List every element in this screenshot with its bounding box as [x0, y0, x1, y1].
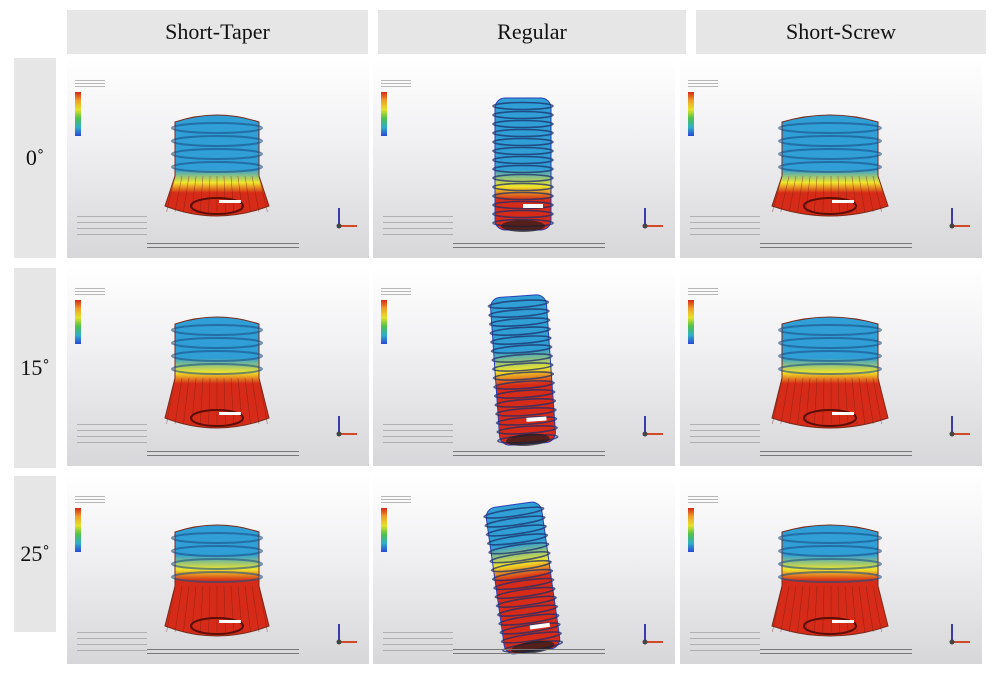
result-info-block: [77, 216, 147, 238]
legend-caption: [381, 80, 411, 88]
row-header-15deg: 15˚: [14, 268, 56, 468]
color-legend-icon: [688, 300, 694, 344]
axis-triad-icon: [949, 208, 970, 229]
scale-bar: [760, 451, 912, 456]
axis-triad-icon: [642, 208, 663, 229]
render-cell: [373, 474, 675, 664]
implant-render: [164, 114, 270, 217]
render-cell: [680, 266, 982, 466]
scale-bar: [453, 649, 605, 654]
axis-triad-icon: [336, 416, 357, 437]
color-legend-icon: [381, 508, 387, 552]
axis-triad-icon: [642, 416, 663, 437]
axis-triad-icon: [642, 624, 663, 645]
result-info-block: [383, 216, 453, 238]
column-header-regular: Regular: [378, 10, 686, 54]
scale-bar: [147, 451, 299, 456]
row-header-0deg: 0˚: [14, 58, 56, 258]
scale-bar: [760, 243, 912, 248]
scale-bar: [453, 451, 605, 456]
legend-caption: [688, 288, 718, 296]
result-info-block: [77, 424, 147, 446]
legend-caption: [688, 496, 718, 504]
legend-caption: [381, 496, 411, 504]
result-info-block: [383, 632, 453, 654]
legend-caption: [75, 80, 105, 88]
render-cell: [373, 266, 675, 466]
implant-render: [164, 316, 270, 429]
legend-caption: [381, 288, 411, 296]
axis-triad-icon: [336, 624, 357, 645]
color-legend-icon: [688, 92, 694, 136]
color-legend-icon: [381, 92, 387, 136]
implant-render: [492, 97, 554, 232]
scale-bar: [453, 243, 605, 248]
color-legend-icon: [75, 508, 81, 552]
render-cell: [680, 58, 982, 258]
implant-render: [771, 524, 889, 637]
scale-bar: [760, 649, 912, 654]
color-legend-icon: [381, 300, 387, 344]
render-cell: [67, 266, 369, 466]
legend-caption: [75, 496, 105, 504]
axis-triad-icon: [336, 208, 357, 229]
result-info-block: [77, 632, 147, 654]
implant-render: [487, 294, 559, 447]
color-legend-icon: [75, 92, 81, 136]
column-header-short-screw: Short-Screw: [696, 10, 986, 54]
row-header-25deg: 25˚: [14, 476, 56, 632]
legend-caption: [75, 288, 105, 296]
implant-render: [771, 316, 889, 429]
legend-caption: [688, 80, 718, 88]
result-info-block: [383, 424, 453, 446]
color-legend-icon: [75, 300, 81, 344]
render-cell: [680, 474, 982, 664]
render-cell: [373, 58, 675, 258]
column-header-short-taper: Short-Taper: [67, 10, 368, 54]
result-info-block: [690, 424, 760, 446]
implant-render: [483, 501, 564, 655]
axis-triad-icon: [949, 416, 970, 437]
render-cell: [67, 474, 369, 664]
color-legend-icon: [688, 508, 694, 552]
scale-bar: [147, 243, 299, 248]
axis-triad-icon: [949, 624, 970, 645]
scale-bar: [147, 649, 299, 654]
render-cell: [67, 58, 369, 258]
result-info-block: [690, 216, 760, 238]
implant-render: [771, 114, 889, 217]
result-info-block: [690, 632, 760, 654]
implant-render: [164, 524, 270, 637]
